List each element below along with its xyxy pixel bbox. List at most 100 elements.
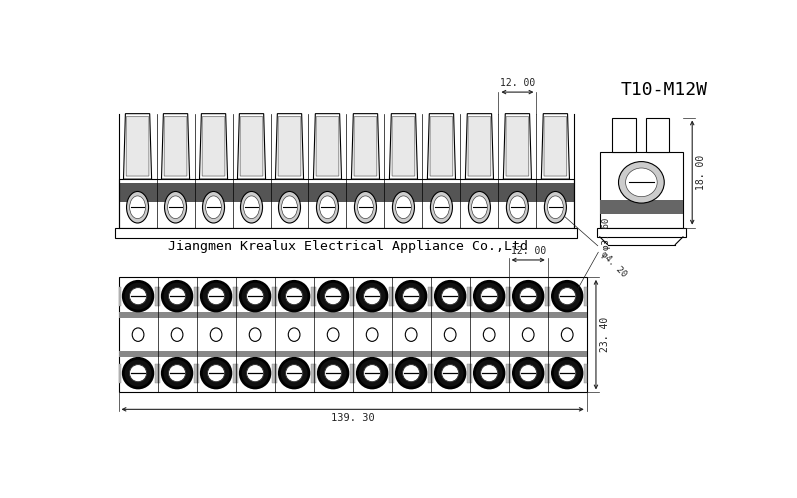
Text: 23. 40: 23. 40 xyxy=(600,317,610,352)
Bar xyxy=(119,351,587,357)
Polygon shape xyxy=(316,117,339,176)
Polygon shape xyxy=(544,117,567,176)
Circle shape xyxy=(129,365,147,382)
Circle shape xyxy=(481,287,498,305)
Polygon shape xyxy=(164,117,187,176)
Ellipse shape xyxy=(202,191,225,223)
Bar xyxy=(119,312,587,319)
Bar xyxy=(312,286,314,306)
Ellipse shape xyxy=(406,328,417,342)
Polygon shape xyxy=(390,114,418,179)
Bar xyxy=(584,286,587,306)
Bar xyxy=(119,183,575,202)
Bar xyxy=(155,364,158,383)
Ellipse shape xyxy=(367,328,378,342)
Bar xyxy=(506,286,508,306)
Text: T10-M12W: T10-M12W xyxy=(620,81,707,99)
Bar xyxy=(314,286,316,306)
Bar xyxy=(119,364,121,383)
Ellipse shape xyxy=(249,328,261,342)
Ellipse shape xyxy=(469,191,490,223)
Bar xyxy=(155,286,158,306)
Circle shape xyxy=(442,287,459,305)
Circle shape xyxy=(396,281,426,311)
Ellipse shape xyxy=(171,328,183,342)
Ellipse shape xyxy=(127,191,148,223)
Bar xyxy=(351,364,352,383)
Circle shape xyxy=(318,359,348,388)
Circle shape xyxy=(168,287,186,305)
Bar xyxy=(351,286,352,306)
Circle shape xyxy=(240,359,270,388)
Circle shape xyxy=(246,287,264,305)
Polygon shape xyxy=(427,114,456,179)
Bar xyxy=(352,364,355,383)
Bar xyxy=(469,286,472,306)
Polygon shape xyxy=(162,114,190,179)
Polygon shape xyxy=(202,117,225,176)
Bar xyxy=(508,286,511,306)
Circle shape xyxy=(240,281,270,311)
Ellipse shape xyxy=(164,191,186,223)
Circle shape xyxy=(357,281,387,311)
Circle shape xyxy=(279,281,309,311)
Polygon shape xyxy=(278,117,301,176)
Circle shape xyxy=(246,365,264,382)
Ellipse shape xyxy=(509,196,525,219)
Circle shape xyxy=(124,359,153,388)
Circle shape xyxy=(324,365,342,382)
Bar xyxy=(646,118,669,152)
Ellipse shape xyxy=(167,196,183,219)
Ellipse shape xyxy=(561,328,573,342)
Ellipse shape xyxy=(328,328,339,342)
Bar xyxy=(389,286,391,306)
Bar xyxy=(275,286,277,306)
Polygon shape xyxy=(506,117,529,176)
Circle shape xyxy=(163,281,192,311)
Bar xyxy=(312,364,314,383)
Text: 12. 00: 12. 00 xyxy=(511,246,546,256)
Bar xyxy=(467,286,469,306)
Ellipse shape xyxy=(506,191,528,223)
Circle shape xyxy=(163,359,192,388)
Circle shape xyxy=(513,359,543,388)
Circle shape xyxy=(559,365,575,382)
Ellipse shape xyxy=(210,328,222,342)
Bar xyxy=(612,118,635,152)
Bar xyxy=(545,286,548,306)
Circle shape xyxy=(442,365,459,382)
Ellipse shape xyxy=(206,196,222,219)
Bar xyxy=(430,364,433,383)
Bar xyxy=(234,364,236,383)
Bar xyxy=(548,286,550,306)
Polygon shape xyxy=(240,117,263,176)
Text: Jiangmen Krealux Electrical Appliance Co.,Ltd: Jiangmen Krealux Electrical Appliance Co… xyxy=(168,240,528,252)
Polygon shape xyxy=(465,114,493,179)
Ellipse shape xyxy=(618,161,664,203)
Circle shape xyxy=(396,359,426,388)
Circle shape xyxy=(124,281,153,311)
Bar xyxy=(314,364,316,383)
Circle shape xyxy=(435,281,465,311)
Polygon shape xyxy=(124,114,151,179)
Circle shape xyxy=(202,359,231,388)
Ellipse shape xyxy=(548,196,563,219)
Circle shape xyxy=(324,287,342,305)
Circle shape xyxy=(559,287,575,305)
Circle shape xyxy=(363,365,381,382)
Circle shape xyxy=(474,281,504,311)
Ellipse shape xyxy=(522,328,534,342)
Bar xyxy=(194,286,197,306)
Ellipse shape xyxy=(320,196,336,219)
Bar xyxy=(545,364,548,383)
Bar xyxy=(508,364,511,383)
Polygon shape xyxy=(468,117,491,176)
Text: 139. 30: 139. 30 xyxy=(331,413,375,423)
Bar xyxy=(234,286,236,306)
Ellipse shape xyxy=(544,191,567,223)
Bar xyxy=(548,364,550,383)
Ellipse shape xyxy=(278,191,300,223)
Bar xyxy=(597,228,686,237)
Circle shape xyxy=(520,287,537,305)
Ellipse shape xyxy=(472,196,487,219)
